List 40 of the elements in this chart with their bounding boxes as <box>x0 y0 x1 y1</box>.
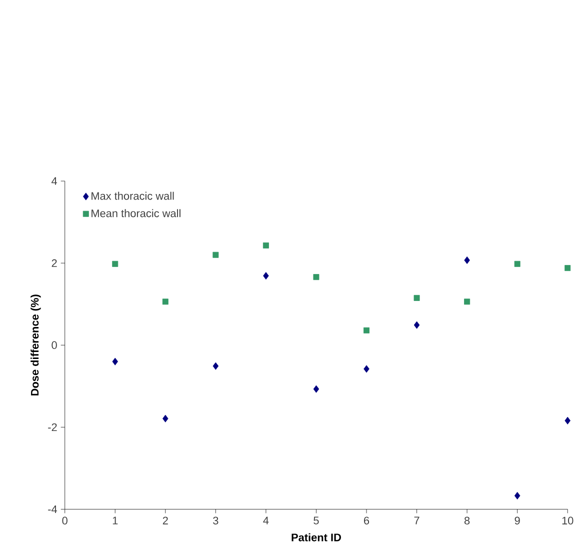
x-axis-title: Patient ID <box>292 533 341 542</box>
point <box>364 328 370 334</box>
y-tick-label: -4 <box>48 506 58 514</box>
x-tick-label: 4 <box>263 516 269 524</box>
point <box>262 242 269 249</box>
point <box>263 272 269 280</box>
legend-label: Mean thoracic wall <box>92 209 180 218</box>
point <box>564 417 570 425</box>
point <box>514 492 520 500</box>
x-tick-label: 3 <box>213 516 218 525</box>
x-tick-label: 9 <box>514 516 520 525</box>
point <box>464 298 470 305</box>
x-tick-label: 10 <box>562 516 574 525</box>
point <box>414 321 420 330</box>
y-tick-label: 2 <box>52 259 57 268</box>
y-tick-label: 0 <box>52 341 57 350</box>
y-tick-label: -2 <box>48 424 57 432</box>
point <box>112 358 118 366</box>
point <box>112 261 118 268</box>
point <box>313 274 320 280</box>
y-axis-title: Dose difference (%) <box>30 294 41 396</box>
x-tick-label: 2 <box>162 516 168 525</box>
point <box>212 252 219 258</box>
point <box>364 365 370 373</box>
point <box>162 298 168 305</box>
point <box>464 256 470 264</box>
point <box>313 385 320 393</box>
legend-label: Max thoracic wall <box>92 192 174 200</box>
point <box>414 295 420 302</box>
x-tick-label: 6 <box>364 516 370 525</box>
point <box>564 265 571 272</box>
x-tick-label: 0 <box>62 516 68 525</box>
point <box>514 261 520 268</box>
x-tick-label: 5 <box>314 516 319 525</box>
x-tick-label: 8 <box>464 516 470 525</box>
x-tick-label: 1 <box>112 516 118 524</box>
point <box>212 362 219 370</box>
x-tick-label: 7 <box>414 516 420 524</box>
point <box>162 414 168 423</box>
y-tick-label: 4 <box>52 177 58 185</box>
